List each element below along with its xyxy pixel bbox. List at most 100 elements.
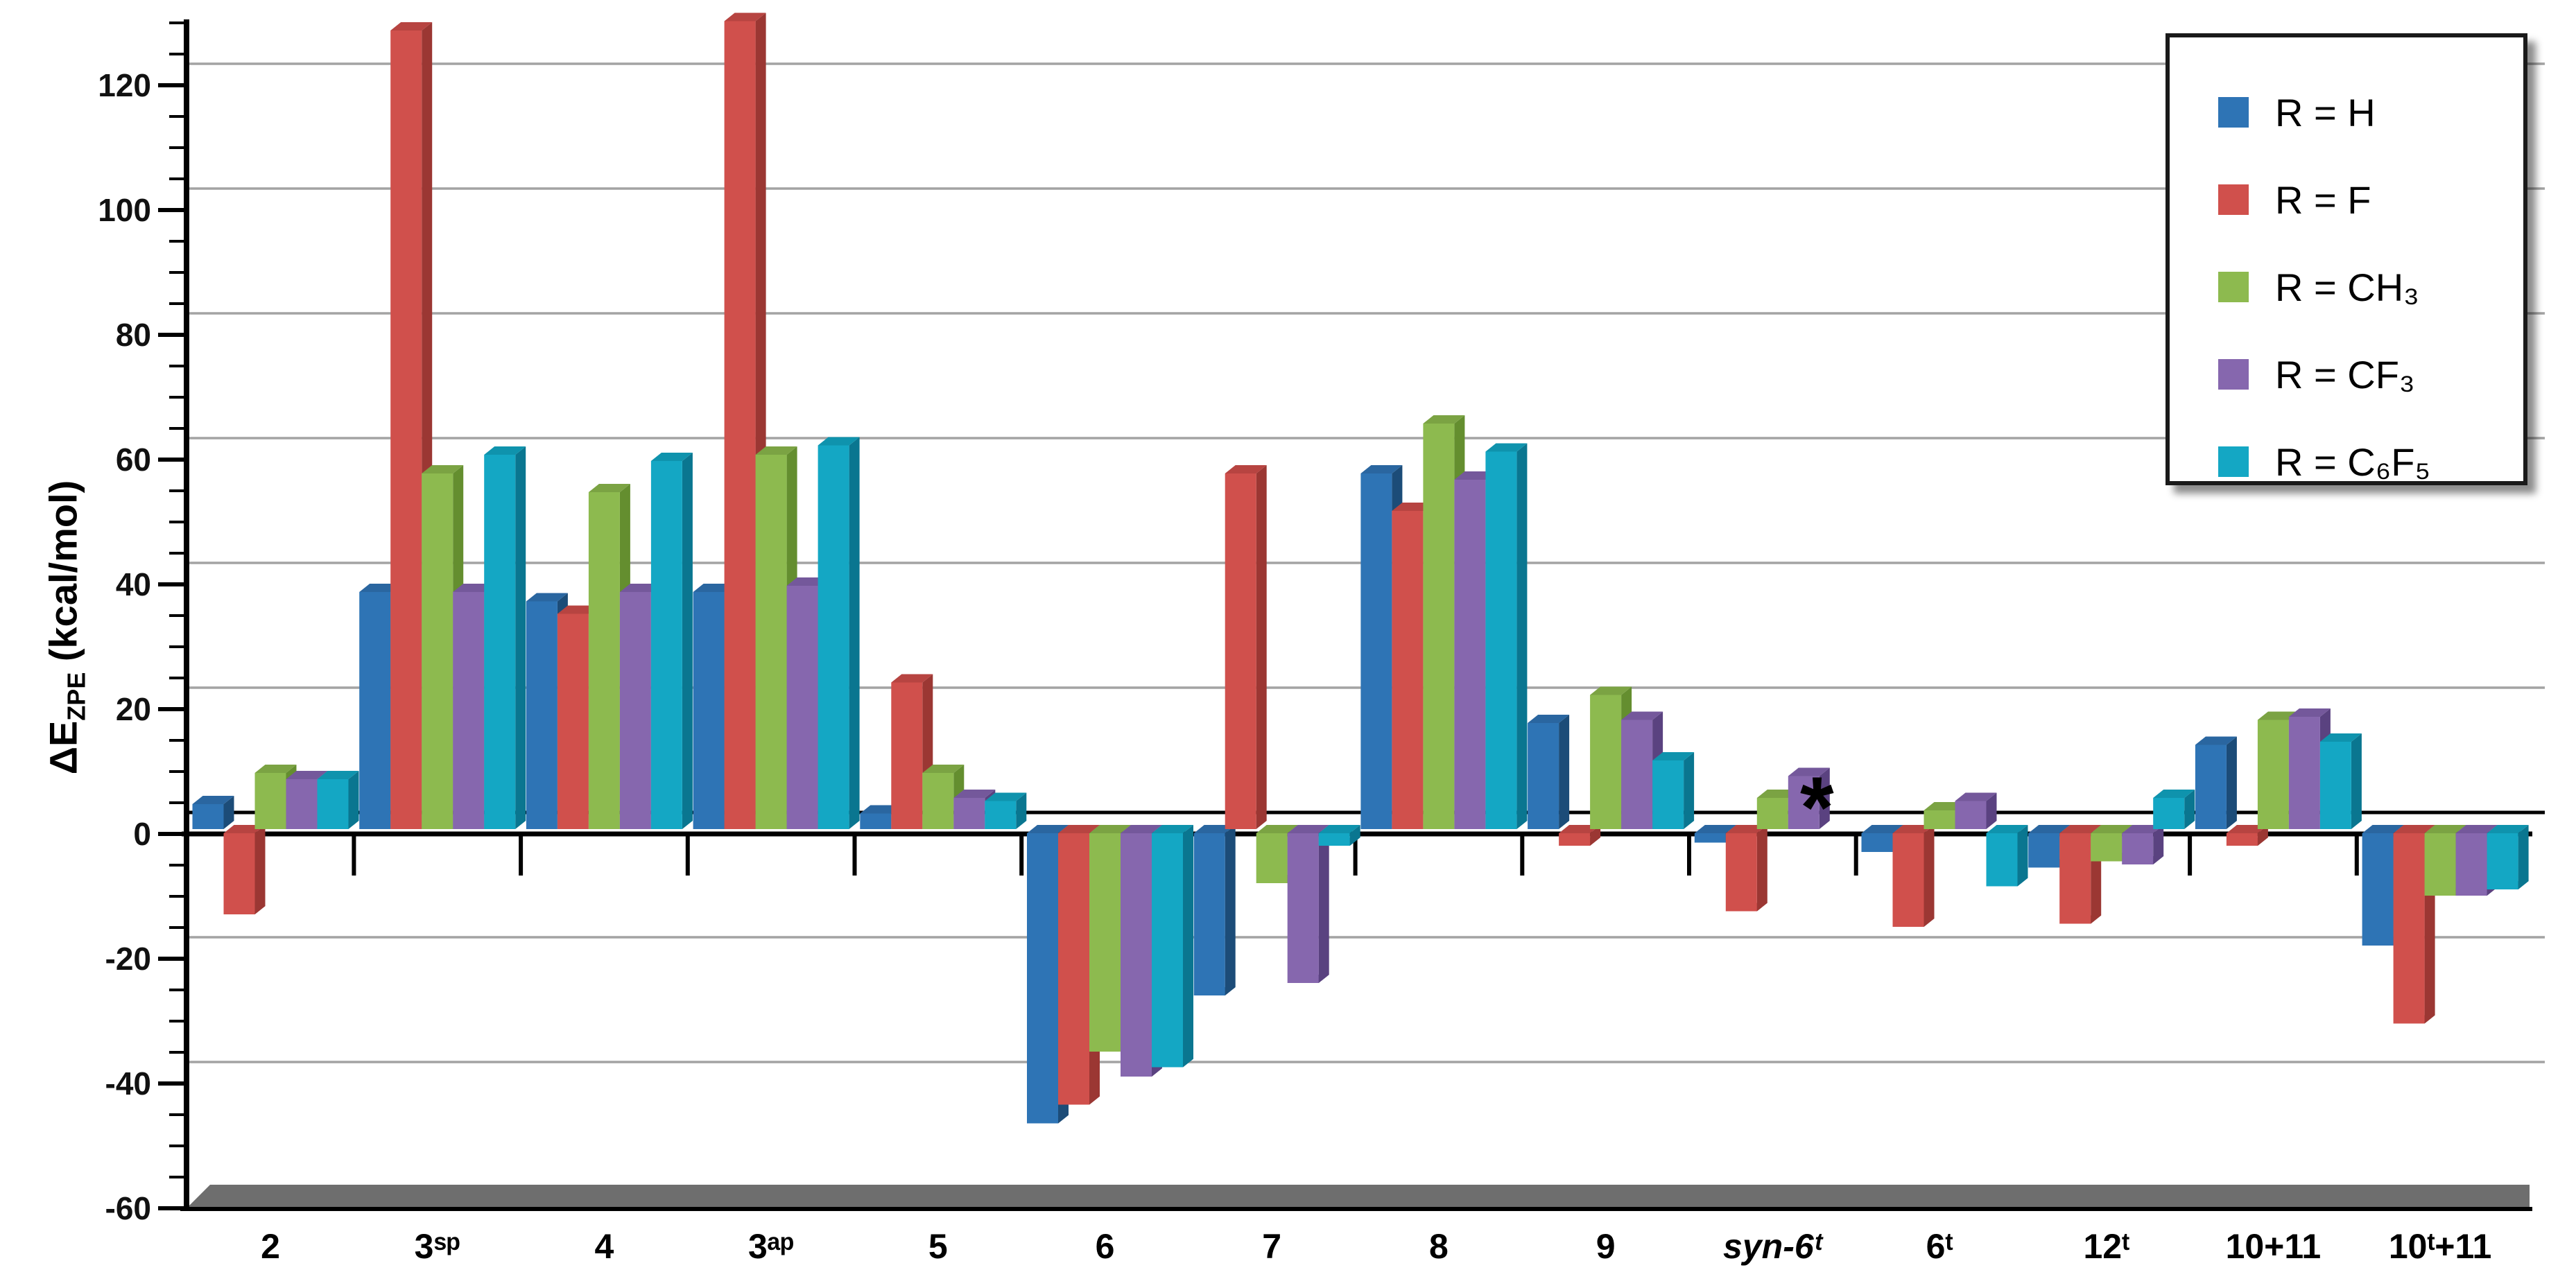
bar-R = CF₃-4 <box>619 592 651 829</box>
bar-R = CF₃-10t+11 <box>2455 833 2487 896</box>
x-category-label-9: 9 <box>1596 1227 1616 1266</box>
bar-R = H-9-top <box>1528 715 1570 723</box>
bar-R = CH₃-12t-zerocap <box>2091 825 2133 833</box>
bar-R = CH₃-4 <box>588 492 620 829</box>
bar-R = CH₃-2 <box>254 773 286 829</box>
bar-R = F-6t-side <box>1924 825 1935 927</box>
bar-R = CH₃-syn-6t <box>1756 798 1788 829</box>
bar-R = C₆F₅-10t+11-side <box>2518 825 2529 889</box>
bar-R = F-10+11 <box>2226 833 2258 846</box>
bar-R = CF₃-12t-side <box>2153 825 2164 864</box>
bar-R = C₆F₅-9-side <box>1684 752 1695 829</box>
legend-label-R = CH₃: R = CH₃ <box>2275 265 2419 309</box>
bar-R = CH₃-3sp-top <box>422 465 464 473</box>
y-tick-label-40: 40 <box>116 566 151 602</box>
bar-R = H-10+11-top <box>2195 736 2237 745</box>
bar-R = CF₃-6t-side <box>1986 792 1997 829</box>
bar-R = CF₃-6-zerocap <box>1121 825 1162 833</box>
bar-R = CH₃-6 <box>1089 833 1121 1052</box>
legend-item-R = C₆F₅: R = C₆F₅ <box>2218 440 2430 484</box>
bar-R = H-3sp <box>359 592 391 829</box>
bar-R = CF₃-7 <box>1287 833 1319 983</box>
legend-label-R = CF₃: R = CF₃ <box>2275 352 2415 397</box>
bar-R = H-4-top <box>526 593 568 602</box>
bar-R = CF₃-3ap <box>786 586 818 829</box>
bar-R = CH₃-8-top <box>1423 415 1465 424</box>
legend-item-R = CH₃: R = CH₃ <box>2218 265 2419 309</box>
bar-R = H-7-side <box>1225 825 1236 995</box>
x-category-label-10+11: 10+11 <box>2226 1227 2322 1266</box>
bar-R = CH₃-9 <box>1590 695 1622 829</box>
bar-R = H-10t+11 <box>2362 833 2394 946</box>
bar-R = H-9 <box>1528 723 1559 829</box>
y-tick-label-60: 60 <box>116 442 151 478</box>
x-category-label-4: 4 <box>594 1227 614 1266</box>
bar-R = C₆F₅-7 <box>1318 833 1350 846</box>
bar-R = C₆F₅-12t-top <box>2153 790 2195 798</box>
y-axis-title-sub: ZPE <box>62 672 91 721</box>
bar-R = H-12t-zerocap <box>2028 825 2071 833</box>
bar-R = H-6-zerocap <box>1027 825 1069 833</box>
bar-R = CH₃-3ap <box>755 455 787 829</box>
bar-R = F-10t+11-zerocap <box>2393 825 2435 833</box>
bar-R = H-6 <box>1027 833 1058 1124</box>
bar-R = F-8 <box>1392 511 1424 829</box>
bar-R = H-9-side <box>1559 715 1570 829</box>
bar-R = C₆F₅-6t <box>1986 833 2018 887</box>
bar-R = CH₃-10+11 <box>2257 720 2289 829</box>
bar-R = C₆F₅-5-side <box>1016 792 1027 829</box>
bar-R = C₆F₅-2-side <box>348 771 359 829</box>
y-tick-label-0: 0 <box>133 816 151 852</box>
bar-R = CF₃-10t+11-zerocap <box>2455 825 2498 833</box>
bar-R = C₆F₅-10t+11 <box>2487 833 2518 889</box>
bar-R = H-8 <box>1360 473 1392 829</box>
bar-R = H-12t <box>2028 833 2060 868</box>
bar-R = CF₃-5 <box>953 798 985 829</box>
bar-R = F-3sp-top <box>390 22 433 31</box>
bar-R = CF₃-2-top <box>286 771 328 779</box>
bar-R = C₆F₅-6 <box>1152 833 1183 1068</box>
bar-R = C₆F₅-8-side <box>1516 443 1528 829</box>
bar-R = C₆F₅-6t-zerocap <box>1986 825 2028 833</box>
bar-R = F-3sp <box>390 31 422 829</box>
bar-R = CH₃-3sp <box>422 473 453 829</box>
bar-R = F-5-top <box>891 674 933 683</box>
x-category-label-6: 6 <box>1096 1227 1115 1266</box>
bar-R = F-12t <box>2059 833 2091 924</box>
bar-R = C₆F₅-8 <box>1485 451 1517 829</box>
bar-R = CH₃-8 <box>1423 424 1455 829</box>
bar-R = CH₃-4-top <box>588 484 630 492</box>
x-category-label-3ap: 3ᵃᵖ <box>748 1227 794 1266</box>
legend-label-R = H: R = H <box>2275 90 2376 134</box>
bar-R = F-7-top <box>1225 465 1267 473</box>
legend-item-R = H: R = H <box>2218 90 2376 134</box>
bar-R = F-syn-6t-side <box>1756 825 1767 912</box>
y-tick-label--20: -20 <box>105 941 151 977</box>
bar-R = CF₃-3sp <box>453 592 485 829</box>
bar-R = F-5 <box>891 682 923 829</box>
bar-R = CH₃-5 <box>922 773 954 829</box>
bar-R = C₆F₅-8-top <box>1485 443 1528 452</box>
bar-R = CF₃-5-top <box>953 790 996 798</box>
bar-R = C₆F₅-3ap-side <box>849 437 860 829</box>
bar-R = CF₃-2 <box>286 779 318 829</box>
bar-R = CH₃-9-top <box>1590 686 1632 695</box>
bar-R = F-7-side <box>1256 465 1267 829</box>
bar-R = CH₃-6t <box>1924 810 1955 829</box>
bar-R = H-5 <box>860 813 892 829</box>
legend-swatch-R = CF₃ <box>2218 359 2249 390</box>
legend-swatch-R = CH₃ <box>2218 272 2249 302</box>
bar-R = F-9 <box>1559 833 1591 846</box>
bar-R = C₆F₅-3sp-top <box>484 446 526 455</box>
bar-R = CF₃-12t <box>2122 833 2154 864</box>
bar-R = F-6 <box>1058 833 1089 1105</box>
y-tick-label-100: 100 <box>98 192 151 228</box>
bar-R = C₆F₅-6-zerocap <box>1152 825 1193 833</box>
bar-R = CH₃-7-zerocap <box>1256 825 1298 833</box>
bar-R = CF₃-10+11-top <box>2288 708 2331 717</box>
bar-R = C₆F₅-5-top <box>985 792 1027 801</box>
y-axis-title-main: ΔE <box>41 720 85 775</box>
bar-R = CF₃-6t <box>1955 801 1987 829</box>
bar-R = CH₃-3ap-top <box>755 446 797 455</box>
